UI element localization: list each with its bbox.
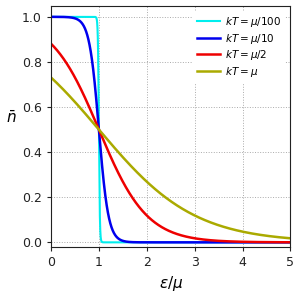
Line: $kT=\mu/10$: $kT=\mu/10$ — [51, 17, 290, 242]
$kT=\mu/2$ — [289, 240, 292, 244]
$kT=\mu/100$ — [91, 15, 94, 19]
$kT=\mu/100$ — [141, 241, 145, 244]
Line: $kT=\mu$: $kT=\mu$ — [51, 77, 290, 238]
$kT=\mu/10$ — [258, 241, 262, 244]
$kT=\mu/100$ — [49, 15, 53, 19]
Y-axis label: $\bar{n}$: $\bar{n}$ — [6, 110, 16, 126]
$kT=\mu/2$ — [152, 219, 155, 223]
$kT=\mu$ — [258, 233, 262, 237]
$kT=\mu/100$ — [258, 241, 262, 244]
$kT=\mu$ — [76, 104, 80, 108]
$kT=\mu/10$ — [152, 241, 155, 244]
$kT=\mu/2$ — [284, 240, 287, 244]
$kT=\mu/2$ — [91, 113, 94, 117]
$kT=\mu/10$ — [141, 240, 145, 244]
$kT=\mu/2$ — [76, 82, 80, 86]
X-axis label: $\epsilon/\mu$: $\epsilon/\mu$ — [158, 274, 183, 293]
$kT=\mu$ — [152, 186, 155, 189]
$kT=\mu$ — [284, 236, 287, 240]
$kT=\mu/100$ — [284, 241, 287, 244]
$kT=\mu/2$ — [49, 42, 53, 45]
$kT=\mu/10$ — [91, 62, 94, 66]
$kT=\mu/2$ — [258, 240, 262, 244]
$kT=\mu/100$ — [152, 241, 155, 244]
$kT=\mu$ — [141, 176, 145, 180]
$kT=\mu/10$ — [284, 241, 287, 244]
$kT=\mu/10$ — [289, 241, 292, 244]
Line: $kT=\mu/100$: $kT=\mu/100$ — [51, 17, 290, 242]
$kT=\mu$ — [289, 237, 292, 240]
$kT=\mu/100$ — [289, 241, 292, 244]
$kT=\mu/2$ — [141, 210, 145, 213]
Legend: $kT=\mu/100$, $kT=\mu/10$, $kT=\mu/2$, $kT=\mu$: $kT=\mu/100$, $kT=\mu/10$, $kT=\mu/2$, $… — [193, 11, 285, 83]
$kT=\mu$ — [49, 76, 53, 79]
$kT=\mu$ — [91, 120, 94, 124]
$kT=\mu/10$ — [76, 18, 80, 22]
Line: $kT=\mu/2$: $kT=\mu/2$ — [51, 44, 290, 242]
$kT=\mu/10$ — [49, 15, 53, 19]
$kT=\mu/100$ — [76, 15, 80, 19]
